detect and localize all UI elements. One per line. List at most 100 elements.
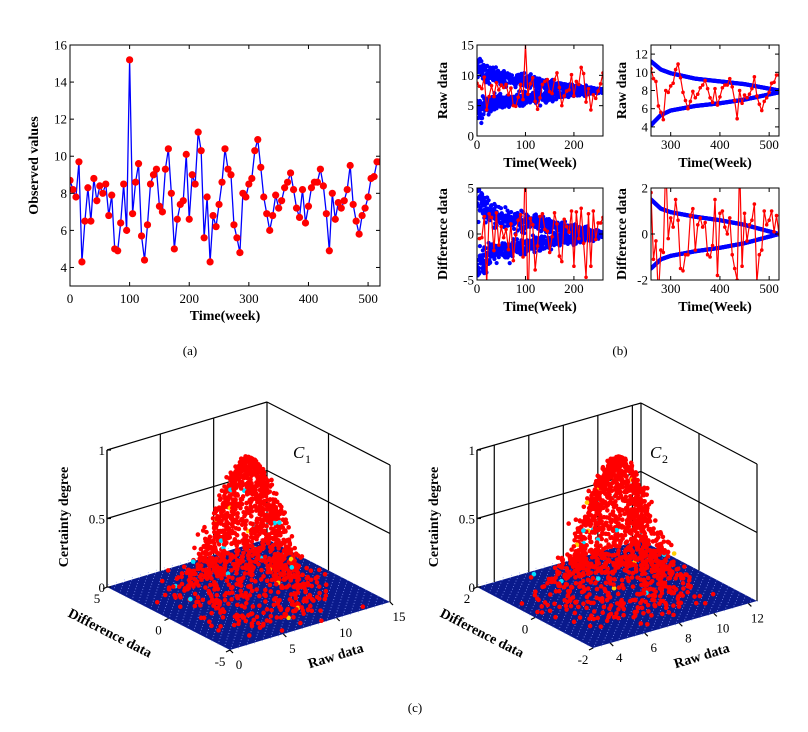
y-tick-label: 8 bbox=[61, 186, 68, 201]
surface-mesh-dot bbox=[332, 579, 334, 580]
cloud-drop bbox=[286, 525, 291, 530]
y-tick-label: 2 bbox=[642, 181, 649, 196]
data-point bbox=[678, 75, 683, 80]
plot-area bbox=[70, 56, 380, 266]
data-point bbox=[574, 79, 579, 84]
data-point bbox=[334, 198, 342, 207]
surface-mesh-dot bbox=[343, 591, 345, 592]
surface-mesh-dot bbox=[253, 600, 255, 602]
surface-mesh-dot bbox=[193, 608, 195, 610]
envelope-upper-point bbox=[486, 198, 491, 203]
data-point bbox=[572, 94, 576, 98]
envelope-lower-point bbox=[486, 112, 491, 117]
x-axis-label: Time(Week) bbox=[678, 156, 752, 171]
surface-mesh-dot bbox=[212, 615, 214, 616]
surface-mesh-dot bbox=[171, 565, 173, 566]
surface-mesh-dot bbox=[177, 590, 179, 592]
data-point bbox=[713, 86, 717, 91]
data-point bbox=[316, 165, 324, 173]
surface-mesh-dot bbox=[312, 617, 314, 619]
envelope-lower-point bbox=[475, 310, 479, 314]
y-tick-label: 4 bbox=[642, 119, 649, 134]
data-point bbox=[688, 99, 693, 104]
data-point bbox=[87, 217, 95, 225]
surface-mesh-dot bbox=[169, 593, 171, 594]
data-point bbox=[521, 255, 525, 259]
data-point bbox=[272, 191, 280, 199]
data-point bbox=[552, 211, 557, 215]
surface-mesh-dot bbox=[240, 639, 242, 641]
surface-mesh-dot bbox=[258, 586, 260, 588]
surface-mesh-dot bbox=[239, 642, 241, 643]
data-point bbox=[550, 234, 554, 239]
y-tick-label: -5 bbox=[463, 273, 474, 288]
surface-mesh-dot bbox=[208, 606, 210, 608]
surface-mesh-dot bbox=[300, 569, 301, 570]
data-point bbox=[538, 214, 542, 219]
surface-mesh-dot bbox=[370, 595, 372, 597]
data-point bbox=[545, 77, 550, 82]
surface-mesh-dot bbox=[342, 593, 344, 595]
data-point bbox=[562, 94, 567, 98]
surface-mesh-dot bbox=[226, 615, 228, 617]
data-point bbox=[108, 191, 116, 199]
surface-mesh-dot bbox=[375, 601, 377, 603]
data-point bbox=[654, 239, 658, 243]
surface-mesh-dot bbox=[217, 623, 218, 625]
surface-mesh-dot bbox=[213, 635, 215, 636]
envelope-lower-point bbox=[481, 112, 486, 117]
surface-mesh-dot bbox=[290, 619, 292, 621]
data-point bbox=[140, 256, 149, 264]
data-point bbox=[538, 95, 542, 100]
data-point bbox=[260, 193, 268, 201]
surface-mesh-dot bbox=[261, 598, 263, 599]
surface-mesh-dot bbox=[147, 575, 148, 576]
y-axis-label: Raw data bbox=[436, 62, 451, 119]
data-point bbox=[659, 110, 663, 115]
surface-mesh-dot bbox=[155, 569, 157, 571]
data-point bbox=[752, 75, 757, 79]
surface-mesh-dot bbox=[346, 582, 347, 584]
data-point bbox=[215, 200, 223, 209]
data-point bbox=[686, 252, 690, 257]
z-grid-line bbox=[106, 401, 268, 451]
data-point bbox=[84, 184, 92, 192]
data-point bbox=[117, 219, 125, 227]
surface-mesh-dot bbox=[263, 569, 265, 571]
data-point bbox=[750, 86, 754, 91]
surface-mesh-dot bbox=[352, 605, 354, 607]
data-point bbox=[485, 282, 489, 286]
surface-mesh-dot bbox=[287, 627, 289, 629]
surface-mesh-dot bbox=[264, 567, 266, 568]
data-point bbox=[757, 252, 762, 257]
data-point bbox=[248, 174, 256, 183]
surface-mesh-dot bbox=[225, 576, 227, 578]
data-point bbox=[668, 216, 673, 220]
surface-mesh-dot bbox=[306, 614, 308, 616]
x-tick-label: 100 bbox=[516, 137, 536, 152]
surface-mesh-dot bbox=[341, 596, 343, 598]
surface-mesh-dot bbox=[327, 615, 329, 617]
surface-mesh-dot bbox=[180, 624, 182, 626]
surface-mesh-dot bbox=[174, 601, 175, 603]
surface-mesh-dot bbox=[351, 608, 353, 610]
surface-mesh-dot bbox=[251, 628, 253, 630]
surface-mesh-dot bbox=[334, 596, 336, 598]
surface-mesh-dot bbox=[107, 584, 109, 586]
y-tick-label: 6 bbox=[61, 223, 68, 238]
data-point bbox=[693, 95, 698, 100]
plot-area bbox=[651, 188, 779, 280]
surface-mesh-dot bbox=[319, 575, 321, 577]
data-point bbox=[499, 83, 504, 87]
data-point bbox=[750, 218, 754, 222]
surface-mesh-dot bbox=[163, 570, 164, 571]
surface-mesh-dot bbox=[182, 596, 184, 598]
surface-mesh-dot bbox=[182, 599, 183, 601]
surface-mesh-dot bbox=[313, 614, 315, 616]
data-point bbox=[152, 165, 161, 173]
surface-mesh-dot bbox=[122, 584, 123, 586]
y-tick-label: 15 bbox=[461, 38, 474, 53]
surface-mesh-dot bbox=[223, 627, 225, 628]
surface-mesh-dot bbox=[177, 570, 178, 572]
